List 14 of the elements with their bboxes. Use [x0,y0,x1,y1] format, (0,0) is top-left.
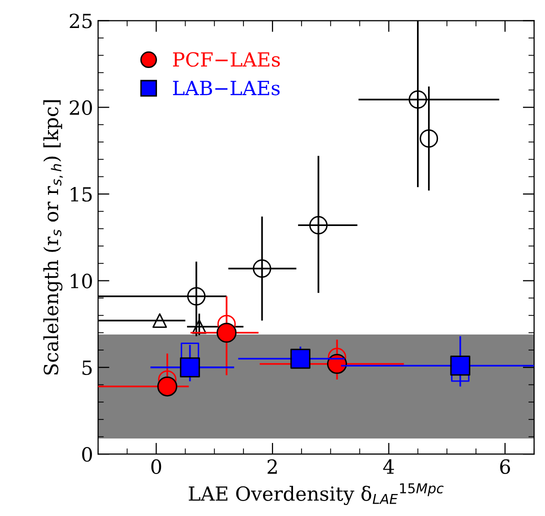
y-tick-label: 5 [82,360,92,376]
x-tick-label: 4 [383,459,394,474]
y-axis-title: Scalelength (r$_{s}$ or r$_{s,h}$) [kpc] [43,100,63,375]
y-tick-label: 20 [70,100,92,115]
x-tick-label: 6 [500,459,510,474]
y-tick-label: 0 [82,447,92,462]
x-tick-label: 2 [268,459,277,474]
legend-label: LAB−LAEs [173,80,280,96]
x-tick-label: 0 [151,459,162,474]
y-tick-label: 15 [70,186,92,202]
legend-label: PCF−LAEs [173,52,280,67]
x-axis-title: LAE Overdensity δ$_{LAE}$$^{15Mpc}$ [188,483,444,505]
y-tick-label: 10 [70,274,92,288]
y-tick-label: 25 [70,14,92,28]
